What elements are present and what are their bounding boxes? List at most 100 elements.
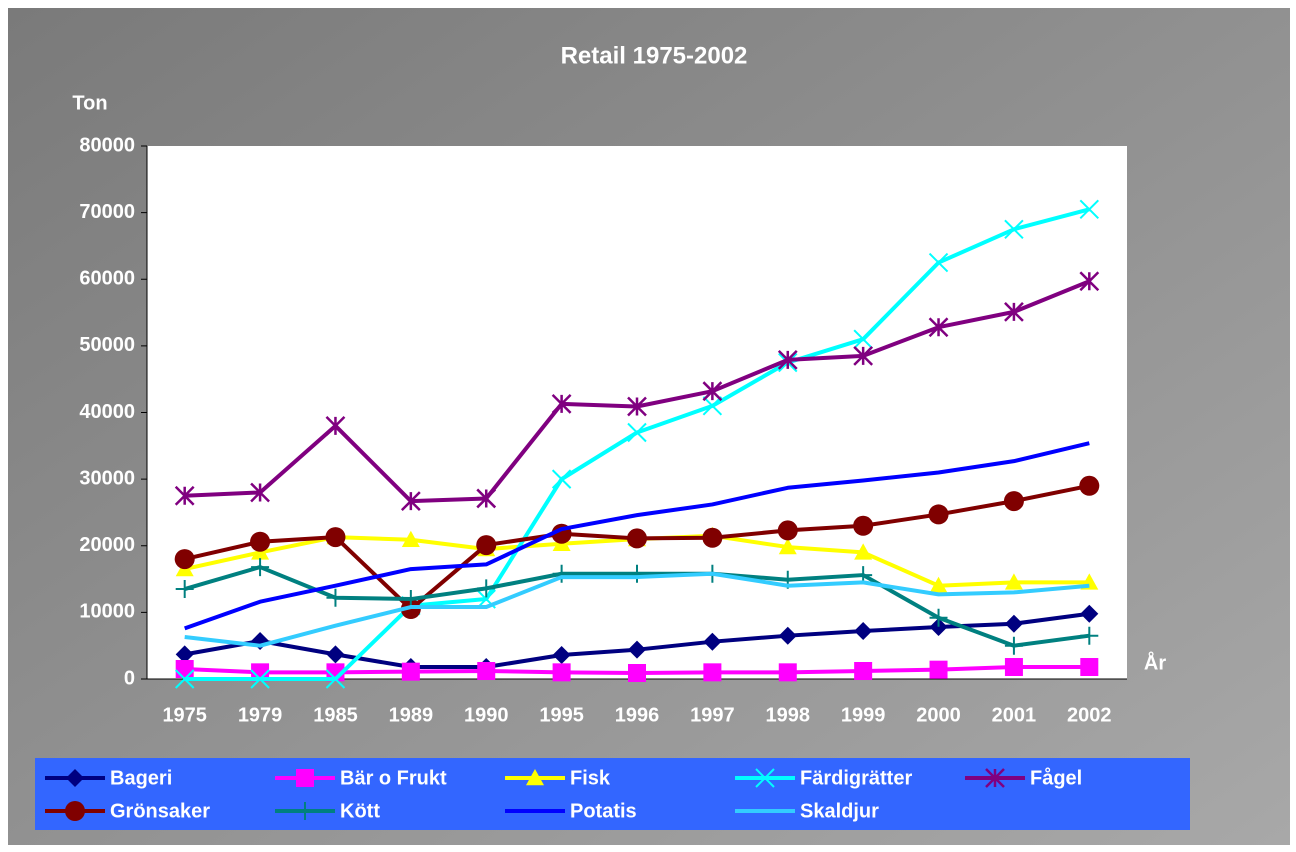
x-tick-label: 2001 (992, 704, 1037, 726)
marker (1004, 658, 1023, 677)
y-tick-label: 20000 (79, 534, 135, 556)
marker (777, 520, 798, 541)
legend-label: Kött (340, 800, 380, 822)
marker (175, 660, 194, 679)
marker (777, 349, 798, 370)
marker (250, 669, 270, 689)
marker (1004, 219, 1024, 239)
marker (702, 396, 723, 416)
marker (627, 528, 647, 549)
marker (853, 329, 873, 349)
marker (854, 543, 873, 560)
marker (628, 564, 646, 583)
legend-label: Bageri (110, 767, 172, 789)
series-line (184, 571, 1090, 648)
chart-title: Retail 1975-2002 (561, 42, 748, 69)
legend-label: Färdigrätter (800, 767, 912, 789)
marker (552, 663, 571, 682)
y-tick-label: 60000 (79, 268, 135, 290)
marker (251, 558, 270, 577)
x-tick-label: 1998 (766, 704, 811, 726)
marker (702, 381, 723, 402)
marker (66, 769, 84, 787)
marker (1004, 614, 1023, 633)
marker (401, 530, 420, 547)
marker (1004, 636, 1023, 655)
marker (628, 640, 646, 659)
y-tick-label: 70000 (79, 201, 135, 223)
x-tick-label: 1995 (539, 704, 584, 726)
marker (985, 768, 1005, 788)
x-tick-label: 1989 (389, 704, 434, 726)
marker (326, 588, 345, 607)
marker (175, 645, 194, 664)
marker (703, 663, 722, 682)
marker (1004, 573, 1023, 590)
legend-label: Grönsaker (110, 800, 210, 822)
marker (526, 769, 544, 786)
x-tick-label: 1985 (313, 704, 358, 726)
marker (854, 662, 873, 681)
x-tick-label: 1975 (162, 704, 207, 726)
x-tick-label: 2000 (916, 704, 961, 726)
legend-label: Potatis (570, 800, 637, 822)
marker (551, 469, 572, 489)
y-tick-label: 40000 (79, 401, 135, 423)
legend-label: Skaldjur (800, 800, 879, 822)
y-tick-label: 30000 (79, 467, 135, 489)
x-tick-label: 1999 (841, 704, 886, 726)
marker (174, 485, 195, 506)
y-tick-label: 50000 (79, 334, 135, 356)
marker (1080, 658, 1099, 677)
marker (476, 488, 497, 509)
marker (853, 345, 874, 366)
marker (477, 662, 496, 681)
y-tick-label: 0 (124, 667, 135, 689)
marker (1079, 475, 1100, 496)
marker (476, 535, 497, 556)
x-axis-label: År (1144, 650, 1166, 674)
marker (250, 531, 271, 552)
marker (778, 663, 797, 682)
marker (325, 415, 346, 436)
legend-label: Fågel (1030, 766, 1082, 789)
marker (929, 618, 948, 637)
marker (1003, 491, 1024, 512)
series-line (184, 441, 1090, 631)
x-tick-label: 1990 (464, 704, 509, 726)
marker (296, 769, 314, 787)
marker (325, 669, 346, 689)
marker (250, 482, 270, 503)
marker (251, 663, 270, 682)
y-axis-label: Ton (72, 92, 107, 114)
x-tick-label: 2002 (1067, 704, 1112, 726)
marker (1079, 271, 1100, 292)
marker (174, 549, 195, 570)
legend-label: Bär o Frukt (340, 767, 447, 789)
marker (778, 626, 797, 645)
marker (928, 504, 949, 525)
x-tick-label: 1996 (615, 704, 660, 726)
x-tick-label: 1997 (690, 704, 735, 726)
marker (326, 645, 345, 664)
marker (65, 801, 85, 821)
marker (755, 768, 775, 788)
marker (401, 662, 420, 681)
marker (853, 515, 874, 536)
marker (552, 646, 571, 665)
y-tick-label: 10000 (79, 601, 135, 623)
marker (929, 608, 948, 627)
legend-box (35, 758, 1190, 830)
marker (702, 527, 723, 548)
marker (929, 576, 948, 593)
marker (296, 802, 314, 820)
marker (174, 669, 195, 689)
marker (1004, 302, 1024, 322)
marker (551, 393, 572, 414)
marker (928, 317, 949, 338)
marker (627, 396, 647, 417)
marker (1080, 626, 1099, 645)
marker (929, 660, 948, 679)
marker (477, 579, 496, 598)
marker (627, 422, 647, 443)
